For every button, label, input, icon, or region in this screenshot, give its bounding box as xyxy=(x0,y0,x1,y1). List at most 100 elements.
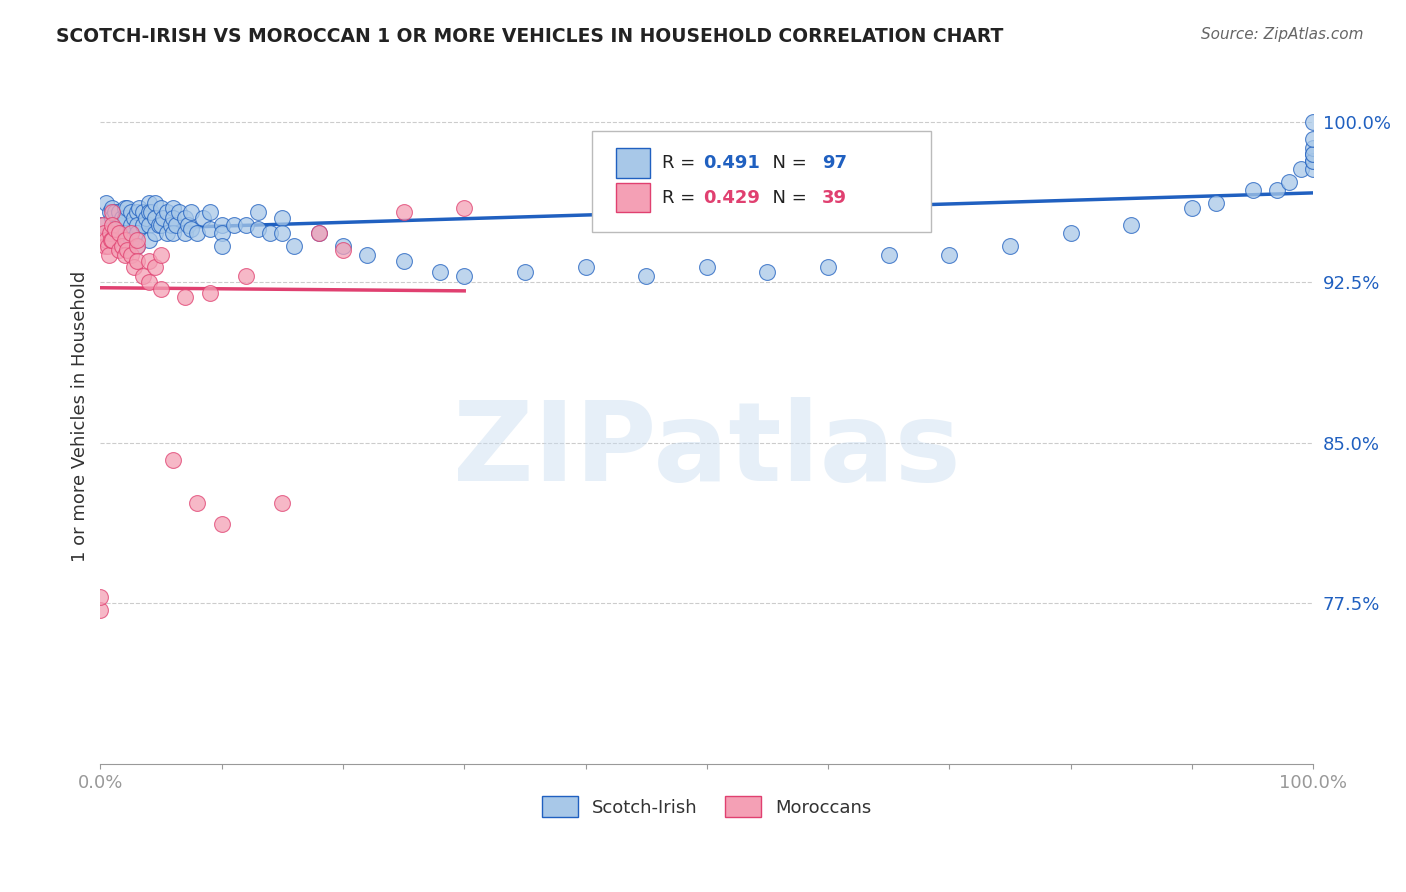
Point xyxy=(101,201,124,215)
Point xyxy=(96,196,118,211)
FancyBboxPatch shape xyxy=(592,131,931,232)
Point xyxy=(115,201,138,215)
Point xyxy=(176,218,198,232)
Point xyxy=(211,218,233,232)
Point xyxy=(453,268,475,283)
Point xyxy=(143,226,166,240)
Point xyxy=(392,254,415,268)
Point xyxy=(222,218,245,232)
Point xyxy=(148,218,170,232)
Point xyxy=(107,218,129,232)
Point xyxy=(1302,141,1324,155)
Point xyxy=(162,453,184,467)
Text: 39: 39 xyxy=(823,189,846,207)
Point xyxy=(186,226,208,240)
Point xyxy=(104,222,127,236)
Point xyxy=(283,239,305,253)
Point xyxy=(159,218,181,232)
Point xyxy=(332,239,354,253)
Point xyxy=(162,226,184,240)
Point xyxy=(1302,147,1324,161)
Point xyxy=(574,260,596,275)
Point xyxy=(143,211,166,226)
Point xyxy=(101,211,124,226)
Point xyxy=(1265,184,1288,198)
Point xyxy=(107,244,129,258)
Point xyxy=(141,205,163,219)
Point xyxy=(111,211,134,226)
Point xyxy=(998,239,1021,253)
Point xyxy=(125,233,148,247)
Point xyxy=(938,247,960,261)
Point xyxy=(114,201,136,215)
Point xyxy=(120,233,142,247)
Point xyxy=(453,201,475,215)
Point xyxy=(115,244,138,258)
Point xyxy=(156,226,179,240)
Text: R =: R = xyxy=(662,189,702,207)
Point xyxy=(356,247,378,261)
Point xyxy=(150,218,173,232)
Point xyxy=(1302,147,1324,161)
Point xyxy=(114,226,136,240)
Point xyxy=(125,239,148,253)
Text: SCOTCH-IRISH VS MOROCCAN 1 OR MORE VEHICLES IN HOUSEHOLD CORRELATION CHART: SCOTCH-IRISH VS MOROCCAN 1 OR MORE VEHIC… xyxy=(56,27,1004,45)
Point xyxy=(756,265,779,279)
Point xyxy=(235,218,257,232)
Point xyxy=(392,205,415,219)
Point xyxy=(125,239,148,253)
Point xyxy=(143,196,166,211)
Point xyxy=(1302,132,1324,146)
Point xyxy=(138,233,160,247)
Point xyxy=(132,268,155,283)
Point xyxy=(107,205,129,219)
Text: 0.491: 0.491 xyxy=(703,154,761,172)
Point xyxy=(211,517,233,532)
Point xyxy=(1121,218,1143,232)
Point xyxy=(198,222,221,236)
Point xyxy=(138,205,160,219)
Text: N =: N = xyxy=(762,189,813,207)
Point xyxy=(125,218,148,232)
Point xyxy=(211,226,233,240)
Point xyxy=(636,268,658,283)
Point xyxy=(332,244,354,258)
Point xyxy=(111,239,134,253)
Point xyxy=(271,496,294,510)
Point xyxy=(138,276,160,290)
Point xyxy=(186,496,208,510)
Point xyxy=(162,201,184,215)
Point xyxy=(1241,184,1264,198)
Point xyxy=(174,290,197,304)
Point xyxy=(165,218,187,232)
Point xyxy=(198,286,221,301)
Point xyxy=(124,211,146,226)
Bar xyxy=(616,148,650,178)
Text: N =: N = xyxy=(762,154,813,172)
Point xyxy=(429,265,451,279)
Point xyxy=(120,226,142,240)
Point xyxy=(89,603,111,617)
Point xyxy=(198,205,221,219)
Text: Source: ZipAtlas.com: Source: ZipAtlas.com xyxy=(1201,27,1364,42)
Point xyxy=(235,268,257,283)
Point xyxy=(193,211,215,226)
Point xyxy=(114,233,136,247)
Point xyxy=(150,282,173,296)
Point xyxy=(124,260,146,275)
Point xyxy=(101,205,124,219)
Bar xyxy=(616,183,650,212)
Point xyxy=(1278,175,1301,189)
Point xyxy=(696,260,718,275)
Point xyxy=(143,260,166,275)
Point xyxy=(150,247,173,261)
Point xyxy=(180,205,202,219)
Point xyxy=(101,233,124,247)
Point xyxy=(125,226,148,240)
Point xyxy=(259,226,281,240)
Text: ZIPatlas: ZIPatlas xyxy=(453,398,960,505)
Point xyxy=(97,239,120,253)
Point xyxy=(1205,196,1227,211)
Point xyxy=(125,254,148,268)
Point xyxy=(135,211,157,226)
